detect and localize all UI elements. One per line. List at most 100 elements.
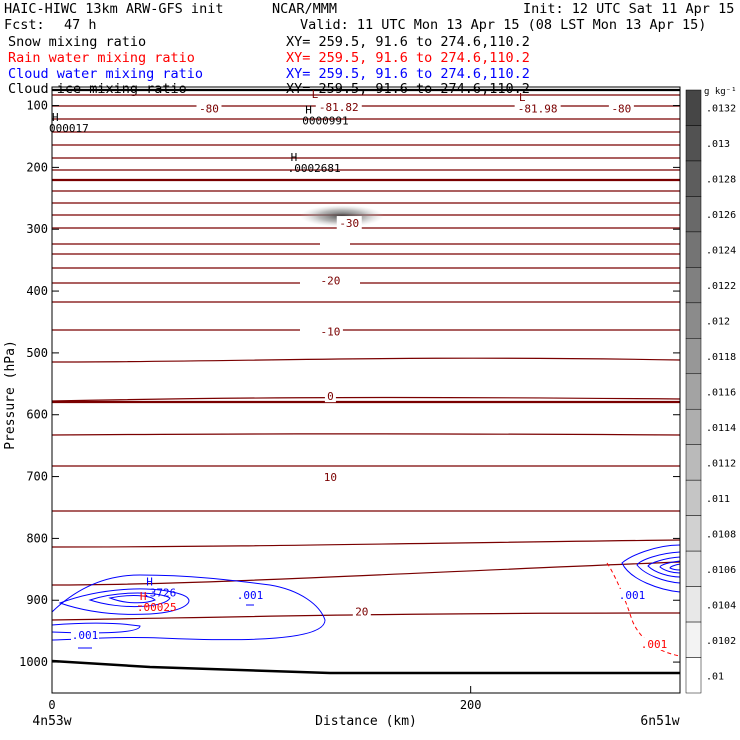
cloud-water-label-bg [71,629,99,641]
field-xy-cloud-water: XY= 259.5, 91.6 to 274.6,110.2 [286,66,530,82]
colorbar-swatch [685,479,702,516]
contour-label-bg [317,324,343,338]
plot-title: HAIC-HIWC 13km ARW-GFS init [4,1,224,17]
colorbar-swatch [685,196,702,233]
extremum-marker: H [291,151,298,164]
contour-label-bg [514,101,561,115]
freezing-level-contour [52,178,680,404]
colorbar-tick-label: .0122 [706,281,736,292]
snow-shading [300,205,384,227]
colorbar-tick-label: .01 [706,671,724,682]
y-tick-label: 400 [26,284,48,298]
contour-label-bg [317,273,343,287]
contour-label-bg [196,101,222,115]
temperature-contour-label: 20 [355,605,368,618]
colorbar-tick-label: .0104 [706,600,736,611]
colorbar-tick-label: .0114 [706,423,736,434]
rain-label-bg [640,638,668,650]
colorbar-tick-label: .0128 [706,175,736,186]
colorbar-tick-label: .0116 [706,388,736,399]
temperature-contour-label: -81.82 [319,101,359,114]
extremum-value: 000017 [49,122,89,135]
colorbar-swatch [685,231,702,268]
y-tick-label: 1000 [19,655,48,669]
extremum-marker: H [140,590,147,603]
x-axis-label: Distance (km) [315,714,417,729]
colorbar: g kg⁻¹ .0132 .013 .0128 .0126 .0124 .0122 .012… [685,87,737,694]
contour-label-bg [315,99,362,113]
colorbar-tick-label: .0132 [706,104,736,115]
x-endpoint-left: 4n53w [32,714,71,729]
colorbar-tick-label: .012 [706,317,730,328]
colorbar-swatch [685,657,702,694]
fcst-value: 47 h [64,17,97,33]
colorbar-swatch [685,267,702,304]
colorbar-swatch [685,302,702,339]
cloud-water-label-bg [618,589,646,601]
y-tick-label: 100 [26,99,48,113]
colorbar-tick-label: .013 [706,139,730,150]
colorbar-swatch [685,373,702,410]
y-tick-label: 800 [26,531,48,545]
colorbar-tick-label: .0124 [706,246,736,257]
contour-label-bg [321,470,340,484]
colorbar-swatch [685,444,702,481]
extremum-marker: L [312,88,319,101]
colorbar-swatch [685,89,702,126]
colorbar-tick-label: .011 [706,494,730,505]
extremum-marker: H [52,111,59,124]
rain-contour-label: .001 [641,638,668,651]
extremum-value: .3726 [143,586,176,599]
x-tick-label: 0 [48,698,55,712]
contour-label-bg [352,604,371,618]
fcst-label: Fcst: [4,17,45,33]
cloud-water-contour-label: .001 [72,629,99,642]
rain-water-contours [138,562,681,657]
colorbar-swatch [685,160,702,197]
colorbar-tick-label: .0102 [706,636,736,647]
field-xy-rain: XY= 259.5, 91.6 to 274.6,110.2 [286,50,530,66]
cloud-water-contour-label: .001 [619,589,646,602]
cloud-water-contour-label: .001 [237,589,264,602]
colorbar-tick-label: .0118 [706,352,736,363]
colorbar-swatch [685,408,702,445]
cloud-water-label-bg [236,589,264,601]
temperature-contour-label: -30 [339,217,359,230]
field-xy-snow: XY= 259.5, 91.6 to 274.6,110.2 [286,34,530,50]
x-endpoint-right: 6n51w [640,714,679,729]
y-tick-label: 300 [26,222,48,236]
colorbar-swatch [685,515,702,552]
temperature-contour-label: -80 [199,103,219,116]
temperature-contour-label: -20 [320,275,340,288]
temperature-contour-label: -81.98 [518,103,558,116]
y-axis-label: Pressure (hPa) [3,340,18,450]
field-name-rain: Rain water mixing ratio [8,50,195,66]
colorbar-swatch [685,338,702,375]
extremum-value: 0000991 [302,115,348,128]
y-tick-label: 900 [26,593,48,607]
extremum-marker: H [305,104,312,117]
temperature-contour-label: 10 [324,471,337,484]
org-label: NCAR/MMM [272,1,338,17]
contour-label-bg [324,389,336,403]
valid-time: Valid: 11 UTC Mon 13 Apr 15 (08 LST Mon … [300,17,707,33]
colorbar-tick-label: .0112 [706,458,736,469]
field-name-cloud-water: Cloud water mixing ratio [8,66,204,82]
y-tick-label: 700 [26,470,48,484]
temperature-contour-label: -10 [320,325,340,338]
extremum-marker: H [146,575,153,588]
colorbar-tick-label: .0126 [706,210,736,221]
extremum-value: .00025 [137,601,177,614]
temperature-contour-label: -80 [611,103,631,116]
extremum-value: .0002681 [288,162,341,175]
temperature-contour-label: 0 [327,390,334,403]
colorbar-swatch [685,550,702,587]
terrain-line [51,659,680,675]
colorbar-tick-label: .0106 [706,565,736,576]
y-tick-label: 500 [26,346,48,360]
colorbar-swatch [685,125,702,162]
colorbar-swatch [685,586,702,623]
plot-frame [51,86,681,694]
colorbar-swatch [685,621,702,658]
